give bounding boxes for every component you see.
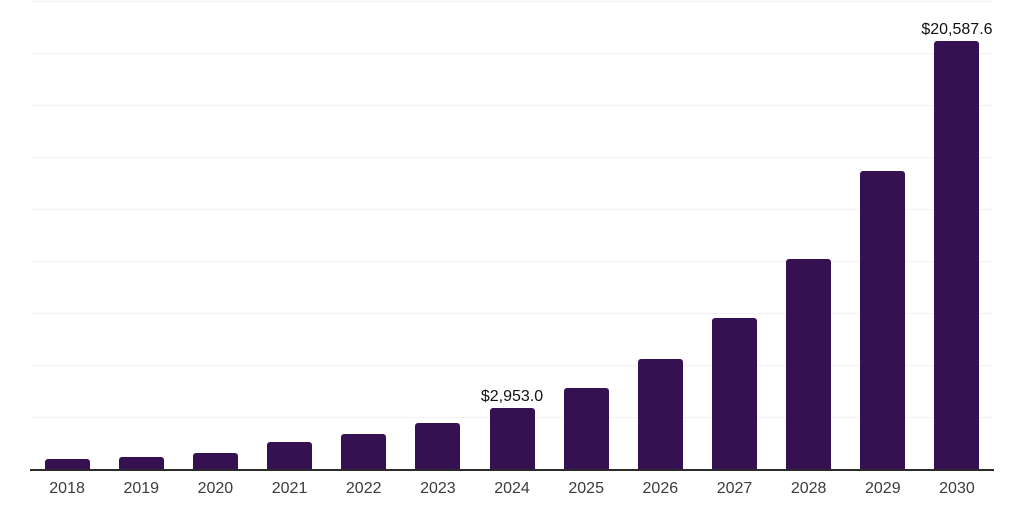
x-axis-label-2023: 2023 [420, 480, 456, 497]
bar-2025 [563, 388, 609, 469]
bar-column-2024: $2,953.0 [475, 1, 549, 469]
data-label-2024: $2,953.0 [480, 388, 544, 405]
bar-2030 [934, 41, 980, 469]
gridline [30, 1, 994, 2]
bar-column-2018 [30, 1, 104, 469]
bar-column-2030: $20,587.6 [920, 1, 994, 469]
plot-area: $2,953.0 $20,587.6 [30, 1, 994, 469]
gridline [30, 261, 994, 262]
bar-2023 [415, 423, 461, 469]
bar-column-2022 [327, 1, 401, 469]
gridline [30, 105, 994, 106]
bar-column-2026 [623, 1, 697, 469]
bar-2024 [489, 408, 535, 469]
x-axis-label-2027: 2027 [716, 480, 753, 497]
x-axis-label-2019: 2019 [123, 480, 160, 497]
bar-column-2029 [846, 1, 920, 469]
gridline [30, 53, 994, 54]
x-axis-label-2024: 2024 [494, 480, 530, 497]
gridline [30, 157, 994, 158]
bar-column-2027 [697, 1, 771, 469]
gridline [30, 365, 994, 366]
data-label-2030: $20,587.6 [921, 21, 993, 38]
bar-column-2023 [401, 1, 475, 469]
x-axis-tick-labels: 2018 2019 2020 2021 2022 2023 2024 2025 2026 2027… [30, 480, 994, 498]
x-axis-label-2020: 2020 [197, 480, 234, 497]
bar-column-2025 [549, 1, 623, 469]
x-axis-label-2029: 2029 [865, 480, 901, 497]
gridline [30, 209, 994, 210]
x-axis-label-2028: 2028 [790, 480, 827, 497]
x-axis-label-2025: 2025 [568, 480, 604, 497]
bar-column-2021 [252, 1, 326, 469]
bar-2028 [786, 259, 832, 469]
bar-2027 [711, 318, 757, 469]
gridline [30, 313, 994, 314]
bar-2029 [860, 171, 906, 469]
bar-2018 [44, 459, 90, 469]
bar-2021 [267, 442, 313, 469]
x-axis-line [30, 469, 994, 471]
bar-column-2019 [104, 1, 178, 469]
x-axis-label-2026: 2026 [642, 480, 679, 497]
bar-column-2028 [772, 1, 846, 469]
bar-2019 [118, 457, 164, 469]
x-axis-label-2030: 2030 [939, 480, 975, 497]
bars-layer: $2,953.0 $20,587.6 [30, 1, 994, 469]
x-axis-label-2022: 2022 [345, 480, 382, 497]
bar-2020 [192, 453, 238, 469]
x-axis-label-2021: 2021 [271, 480, 308, 497]
bar-2026 [637, 359, 683, 469]
bar-column-2020 [178, 1, 252, 469]
x-axis-label-2018: 2018 [49, 480, 85, 497]
bar-2022 [341, 434, 387, 469]
